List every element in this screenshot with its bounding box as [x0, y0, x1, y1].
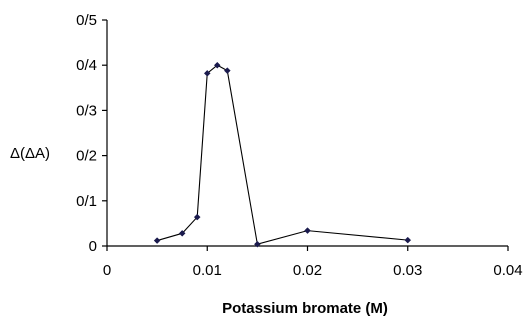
y-tick-label: 0/1: [76, 193, 97, 210]
ticks: 0 0/1 0/2 0/3 0/4 0/5 0 0.01 0.02 0.03 0.04: [76, 12, 522, 279]
y-tick-label: 0/3: [76, 102, 97, 119]
data-point: [223, 67, 231, 74]
data-point: [213, 61, 221, 69]
x-tick-label: 0.03: [393, 262, 422, 279]
y-tick-label: 0: [89, 238, 97, 255]
data-point: [178, 229, 186, 237]
y-tick-label: 0/5: [76, 12, 97, 29]
x-tick-label: 0.04: [493, 262, 522, 279]
data-point: [203, 69, 211, 77]
x-tick-label: 0.02: [293, 262, 322, 279]
series: [153, 61, 412, 248]
y-tick-label: 0/2: [76, 148, 97, 165]
data-point: [404, 236, 412, 244]
x-tick-label: 0.01: [193, 262, 222, 279]
data-point: [254, 240, 261, 248]
y-tick-label: 0/4: [76, 57, 97, 74]
y-axis-title: Δ(ΔA): [10, 145, 50, 162]
data-point: [193, 213, 201, 221]
data-point: [153, 237, 161, 244]
x-tick-label: 0: [103, 262, 111, 279]
x-axis-title: Potassium bromate (M): [222, 300, 388, 317]
data-point: [304, 227, 311, 234]
axes: [106, 20, 508, 247]
